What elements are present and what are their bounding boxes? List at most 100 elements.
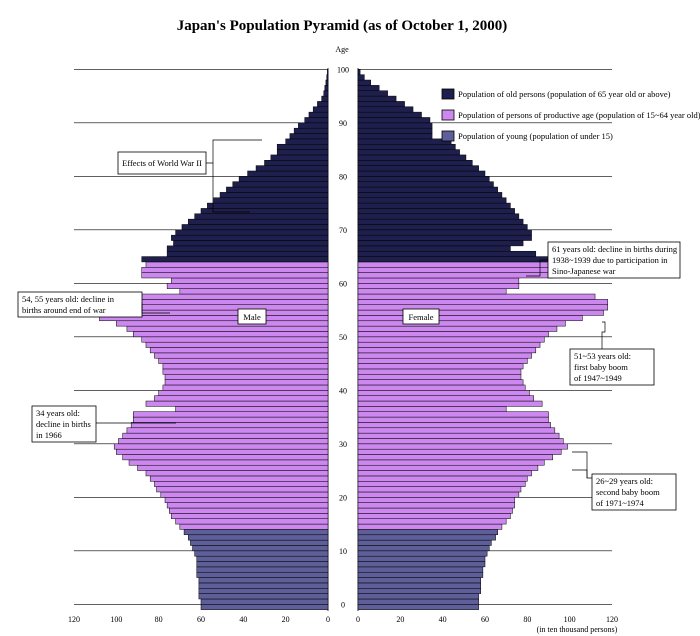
bar-female-age-92 <box>357 111 422 118</box>
bar-female-age-22 <box>357 486 522 493</box>
x-tick-female-20: 20 <box>396 615 404 624</box>
bar-male-age-70 <box>175 229 329 236</box>
bar-male-age-75 <box>207 202 329 209</box>
bar-male-age-23 <box>154 481 329 487</box>
bar-female-age-64 <box>357 261 549 268</box>
female-label: Female <box>408 312 433 322</box>
bar-male-age-99 <box>326 74 329 81</box>
svg-text:decline in births: decline in births <box>36 419 91 429</box>
bar-male-age-28 <box>122 454 329 461</box>
bar-male-age-25 <box>145 470 329 477</box>
bar-female-age-46 <box>357 357 528 364</box>
bar-male-age-39 <box>154 395 329 402</box>
legend-label-old: Population of old persons (population of… <box>458 89 671 99</box>
bar-female-age-4 <box>357 582 482 589</box>
bar-male-age-71 <box>181 224 329 231</box>
bar-female-age-94 <box>357 101 405 108</box>
bar-female-age-51 <box>357 331 549 338</box>
bar-female-age-6 <box>357 571 484 578</box>
bar-female-age-90 <box>357 122 433 129</box>
x-tick-female-120: 120 <box>606 615 618 624</box>
bar-male-age-27 <box>128 459 329 466</box>
bar-female-age-53 <box>357 320 566 327</box>
bar-female-age-58 <box>357 293 596 300</box>
bar-male-age-5 <box>198 577 329 584</box>
bar-female-age-76 <box>357 197 507 204</box>
bar-female-age-80 <box>357 176 490 182</box>
bar-male-age-62 <box>141 272 329 279</box>
bar-female-age-30 <box>357 443 568 450</box>
chart-title: Japan's Population Pyramid (as of Octobe… <box>177 18 508 34</box>
bar-female-age-32 <box>357 432 560 439</box>
bar-female-age-25 <box>357 470 532 477</box>
bar-female-age-47 <box>357 352 532 359</box>
bar-male-age-94 <box>317 101 329 108</box>
bar-male-age-84 <box>270 154 329 161</box>
bar-male-age-98 <box>325 79 329 86</box>
bar-female-age-41 <box>357 384 526 391</box>
legend-swatch-old <box>441 88 455 100</box>
bar-male-age-41 <box>162 384 329 391</box>
bar-female-age-37 <box>357 406 507 412</box>
bar-male-age-95 <box>321 95 329 102</box>
bar-male-age-22 <box>156 486 329 493</box>
bar-female-age-65 <box>357 256 553 263</box>
bar-male-age-1 <box>200 598 329 605</box>
bar-female-age-5 <box>357 577 482 584</box>
bar-male-age-64 <box>145 261 329 268</box>
svg-text:births around end of war: births around end of war <box>22 305 106 315</box>
bar-female-age-35 <box>357 416 549 423</box>
bar-male-age-85 <box>276 149 329 156</box>
bar-female-age-63 <box>357 267 553 273</box>
bar-male-age-68 <box>173 240 329 247</box>
x-tick-male-40: 40 <box>239 615 247 624</box>
bar-female-age-67 <box>357 245 511 252</box>
bar-female-age-1 <box>357 598 479 605</box>
legend-swatch-young <box>441 130 455 142</box>
bar-female-age-9 <box>357 555 486 562</box>
age-tick-30: 30 <box>339 440 347 449</box>
bar-female-age-18 <box>357 507 513 514</box>
bar-female-age-62 <box>357 272 553 279</box>
bar-female-age-12 <box>357 539 492 546</box>
bar-male-age-66 <box>166 250 329 257</box>
bar-male-age-92 <box>308 111 329 118</box>
bar-male-age-46 <box>158 357 329 364</box>
bar-male-age-11 <box>192 545 329 552</box>
x-tick-female-40: 40 <box>439 615 447 624</box>
x-tick-male-0: 0 <box>326 615 330 624</box>
svg-text:26~29 years old:: 26~29 years old: <box>596 476 653 486</box>
age-tick-70: 70 <box>339 226 347 235</box>
bar-male-age-7 <box>196 566 329 573</box>
bar-male-age-90 <box>298 122 329 129</box>
bar-male-age-96 <box>323 90 329 97</box>
bar-female-age-26 <box>357 464 539 471</box>
svg-text:Sino-Japanese war: Sino-Japanese war <box>552 266 616 276</box>
svg-text:second baby boom: second baby boom <box>596 487 660 497</box>
bar-male-age-76 <box>213 197 329 204</box>
bar-male-age-32 <box>122 432 329 439</box>
bar-male-age-36 <box>133 411 329 418</box>
x-tick-female-100: 100 <box>564 615 576 624</box>
bar-female-age-96 <box>357 90 388 97</box>
bar-female-age-89 <box>357 127 433 134</box>
bar-female-age-86 <box>357 143 456 150</box>
bar-female-age-50 <box>357 336 545 343</box>
bar-female-age-36 <box>357 411 549 418</box>
bar-female-age-91 <box>357 117 431 124</box>
bar-male-age-24 <box>149 475 329 482</box>
female-x-tick-labels: 120 100 80 60 40 20 0 <box>356 615 618 624</box>
bar-female-age-31 <box>357 438 564 445</box>
bar-female-age-83 <box>357 160 473 166</box>
bar-female-age-49 <box>357 341 541 348</box>
age-tick-10: 10 <box>339 547 347 556</box>
age-axis-label: Age <box>335 45 349 54</box>
bar-male-age-87 <box>285 138 329 145</box>
bar-female-age-24 <box>357 475 528 482</box>
bar-female-age-17 <box>357 513 511 519</box>
bar-male-age-82 <box>255 165 329 172</box>
bar-female-age-0 <box>357 604 479 610</box>
male-label-box <box>237 308 267 325</box>
bar-female-age-34 <box>357 422 551 429</box>
